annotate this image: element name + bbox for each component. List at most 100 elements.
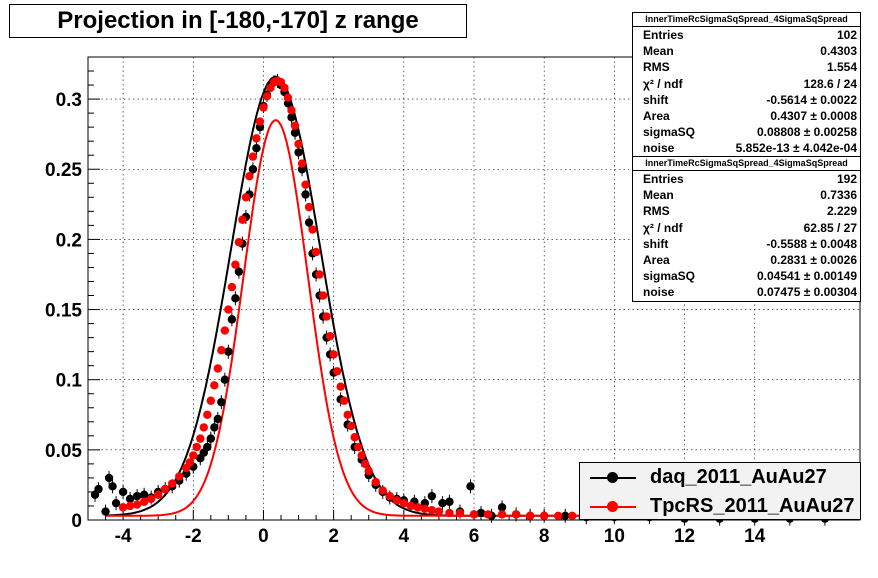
data-point xyxy=(445,508,454,518)
data-point xyxy=(304,218,314,227)
data-point xyxy=(420,504,430,513)
data-point xyxy=(139,497,149,506)
data-point xyxy=(399,498,409,508)
x-tick-label: -4 xyxy=(115,526,132,547)
data-point xyxy=(252,134,261,143)
stats-label: Mean xyxy=(643,44,674,59)
data-point xyxy=(206,434,216,443)
stats-row-mean: Mean 0.7336 xyxy=(633,187,860,203)
data-point xyxy=(259,103,268,112)
data-point xyxy=(108,482,117,491)
stats-label: χ² / ndf xyxy=(643,76,683,91)
data-point xyxy=(220,326,230,335)
stats-value: 0.2831 ± 0.0026 xyxy=(770,252,857,267)
data-point xyxy=(118,503,128,512)
data-point xyxy=(255,117,265,126)
plot-title: Projection in [-180,-170] z range xyxy=(9,4,467,38)
data-point xyxy=(438,498,447,508)
data-point xyxy=(94,484,103,494)
data-point xyxy=(354,442,363,452)
data-point xyxy=(361,459,370,469)
y-tick-label: 0.3 xyxy=(56,90,82,111)
data-point xyxy=(245,172,254,181)
stats-label: sigmaSQ xyxy=(643,125,696,140)
data-point xyxy=(104,473,114,483)
stats-row-sigmasq: sigmaSQ 0.04541 ± 0.00149 xyxy=(633,268,860,284)
stats-box-tpcrs: InnerTimeRcSigmaSqSpread_4SigmaSqSpread … xyxy=(632,156,861,302)
data-point xyxy=(511,510,521,519)
data-point xyxy=(445,497,454,506)
stats-row-chi2: χ² / ndf 128.6 / 24 xyxy=(633,76,860,92)
data-point xyxy=(189,451,198,460)
data-point xyxy=(332,367,342,376)
data-point xyxy=(343,410,352,419)
y-tick-label: 0.15 xyxy=(45,301,82,322)
data-point xyxy=(311,247,321,257)
stats-row-entries: Entries 192 xyxy=(633,171,860,187)
data-point xyxy=(224,305,233,314)
x-tick-label: 8 xyxy=(539,526,550,547)
y-tick-label: 0.25 xyxy=(45,160,82,181)
data-point xyxy=(161,484,170,494)
x-tick-label: 4 xyxy=(399,526,410,547)
data-point xyxy=(224,347,233,356)
stats-value: 0.04541 ± 0.00149 xyxy=(756,269,857,284)
data-point xyxy=(206,396,216,405)
data-point xyxy=(210,423,219,432)
data-point xyxy=(287,106,296,115)
legend: daq_2011_AuAu27 TpcRS_2011_AuAu27 xyxy=(579,462,861,520)
data-point xyxy=(294,139,303,149)
stats-row-noise: noise 0.07475 ± 0.00304 xyxy=(633,284,860,300)
data-point xyxy=(146,494,156,504)
data-point xyxy=(280,83,289,93)
stats-row-noise: noise 5.852e-13 ± 4.042e-04 xyxy=(633,140,860,156)
stats-value: 0.4307 ± 0.0008 xyxy=(770,108,857,123)
legend-dot-marker xyxy=(607,472,618,483)
data-point xyxy=(427,505,437,515)
legend-item-daq: daq_2011_AuAu27 xyxy=(580,464,860,492)
stats-label: shift xyxy=(643,236,669,251)
data-point xyxy=(238,215,247,224)
data-point xyxy=(185,458,194,467)
stats-value: 0.08808 ± 0.00258 xyxy=(756,125,857,140)
data-point xyxy=(199,423,208,432)
data-point xyxy=(539,511,549,520)
data-point xyxy=(132,500,142,509)
data-point xyxy=(290,121,300,130)
data-point xyxy=(139,490,149,499)
data-point xyxy=(371,477,380,487)
stats-label: shift xyxy=(643,92,669,107)
data-point xyxy=(175,472,184,481)
data-point xyxy=(568,511,577,520)
stats-row-mean: Mean 0.4303 xyxy=(633,43,860,59)
data-point xyxy=(153,490,163,499)
legend-dot-marker xyxy=(607,501,618,512)
y-tick-label: 0.1 xyxy=(56,371,83,392)
data-point xyxy=(346,421,356,431)
stats-value: 102 xyxy=(836,28,857,42)
stats-value: 62.85 / 27 xyxy=(803,220,857,235)
data-point xyxy=(168,479,177,488)
data-point xyxy=(241,193,251,202)
stats-row-shift: shift -0.5588 ± 0.0048 xyxy=(633,236,860,252)
x-tick-label: 6 xyxy=(469,526,480,547)
data-point xyxy=(497,503,507,512)
data-point xyxy=(213,364,223,373)
data-point xyxy=(248,165,258,174)
data-point xyxy=(336,382,345,391)
legend-item-tpcrs: TpcRS_2011_AuAu27 xyxy=(580,493,860,521)
x-tick-label: 0 xyxy=(258,526,269,547)
data-point xyxy=(262,92,272,101)
x-tick-label: 10 xyxy=(604,526,625,547)
x-tick-label: 2 xyxy=(328,526,339,547)
x-tick-label: 12 xyxy=(674,526,695,547)
data-point xyxy=(227,315,237,324)
y-tick-label: 0.05 xyxy=(45,441,82,462)
data-point xyxy=(125,501,135,511)
data-point xyxy=(203,442,212,452)
data-point xyxy=(483,510,493,519)
data-point xyxy=(325,332,335,341)
data-point xyxy=(301,180,310,189)
data-point xyxy=(304,202,314,212)
data-point xyxy=(217,397,226,407)
